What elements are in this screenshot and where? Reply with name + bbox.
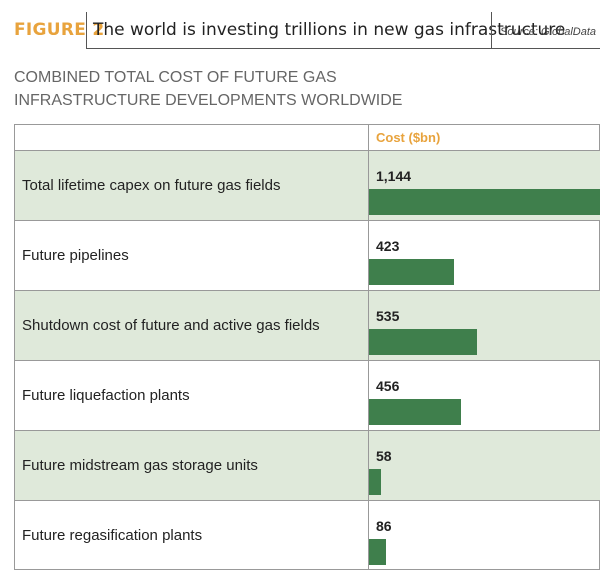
category-label: Future pipelines	[22, 247, 129, 264]
bar	[369, 539, 387, 565]
separator	[86, 12, 87, 48]
bar	[369, 329, 478, 355]
row	[15, 290, 600, 360]
value-label: 423	[376, 238, 400, 254]
value-label: 58	[376, 448, 392, 464]
value-label: 456	[376, 378, 400, 394]
row	[15, 430, 600, 500]
subtitle: COMBINED TOTAL COST OF FUTURE GAS INFRAS…	[14, 69, 403, 109]
value-label: 535	[376, 308, 400, 324]
category-label: Future midstream gas storage units	[22, 457, 258, 474]
bar	[369, 469, 381, 495]
value-label: 86	[376, 518, 392, 534]
bar	[369, 189, 600, 215]
source: Source: GlobalData	[500, 26, 596, 38]
category-label: Shutdown cost of future and active gas f…	[22, 317, 320, 334]
category-label: Total lifetime capex on future gas field…	[22, 177, 281, 194]
figure-label: FIGURE 2	[14, 20, 105, 40]
row	[15, 220, 600, 290]
row	[15, 500, 600, 570]
value-label: 1,144	[376, 168, 412, 184]
bar	[369, 259, 455, 285]
separator	[491, 12, 492, 48]
category-label: Future liquefaction plants	[22, 387, 190, 404]
category-label: Future regasification plants	[22, 527, 203, 544]
row	[15, 360, 600, 430]
column-divider	[368, 124, 369, 570]
rule	[86, 48, 600, 49]
column-header: Cost ($bn)	[376, 130, 441, 145]
chart-title: The world is investing trillions in new …	[93, 20, 566, 40]
bar	[369, 399, 462, 425]
